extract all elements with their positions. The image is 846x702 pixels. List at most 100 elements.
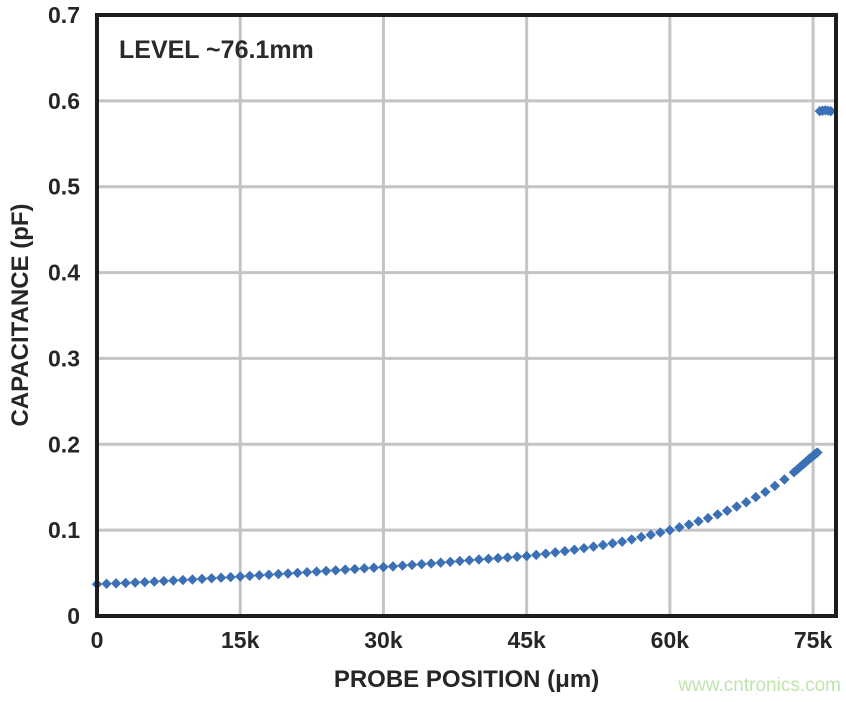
data-point-marker bbox=[254, 570, 265, 581]
y-tick-label: 0.2 bbox=[48, 431, 80, 457]
data-point-marker bbox=[655, 527, 666, 538]
data-point-marker bbox=[702, 512, 714, 524]
gridlines bbox=[97, 15, 836, 616]
data-point-marker bbox=[760, 486, 771, 498]
data-point-marker bbox=[397, 560, 408, 571]
data-point-marker bbox=[664, 524, 676, 536]
data-point-marker bbox=[607, 538, 618, 549]
data-point-marker bbox=[139, 576, 150, 588]
data-point-marker bbox=[483, 553, 494, 565]
data-point-marker bbox=[812, 447, 823, 458]
data-point-marker bbox=[149, 576, 160, 587]
data-point-marker bbox=[578, 542, 590, 554]
data-point-marker bbox=[244, 570, 255, 582]
data-point-marker bbox=[712, 509, 723, 520]
y-tick-label: 0.1 bbox=[48, 517, 80, 543]
data-point-marker bbox=[731, 501, 742, 512]
data-point-marker bbox=[177, 574, 189, 586]
data-point-marker bbox=[502, 552, 513, 563]
data-point-marker bbox=[445, 556, 456, 568]
data-point-marker bbox=[741, 497, 752, 508]
data-point-marker bbox=[235, 571, 246, 582]
data-point-marker bbox=[101, 578, 112, 590]
data-point-marker bbox=[779, 474, 790, 485]
data-point-marker bbox=[674, 522, 685, 533]
data-point-marker bbox=[340, 564, 351, 575]
data-point-marker bbox=[168, 575, 179, 586]
data-point-marker bbox=[794, 462, 805, 473]
data-point-marker bbox=[349, 563, 360, 575]
data-point-marker bbox=[588, 541, 599, 552]
x-tick-labels: 0 15k 30k 45k 60k 75k bbox=[91, 627, 833, 653]
data-point-marker bbox=[292, 567, 303, 579]
data-point-marker bbox=[225, 571, 236, 583]
series-capacitance-vs-position bbox=[91, 447, 823, 590]
data-point-marker bbox=[569, 544, 580, 555]
data-point-marker bbox=[187, 574, 198, 585]
x-tick-label: 0 bbox=[91, 627, 104, 653]
series-level-contact-cluster bbox=[814, 105, 837, 117]
x-tick-label: 45k bbox=[507, 627, 546, 653]
level-annotation: LEVEL ~76.1mm bbox=[119, 36, 314, 64]
y-axis-title: CAPACITANCE (pF) bbox=[7, 203, 34, 427]
data-point-marker bbox=[473, 554, 485, 565]
data-point-marker bbox=[120, 577, 131, 589]
y-tick-label: 0 bbox=[67, 603, 80, 629]
data-point-marker bbox=[825, 105, 837, 117]
data-point-marker bbox=[492, 552, 504, 564]
data-point-marker bbox=[550, 547, 561, 558]
data-point-marker bbox=[683, 519, 695, 530]
data-point-marker bbox=[368, 562, 380, 573]
data-point-marker bbox=[721, 505, 733, 517]
data-point-marker bbox=[406, 559, 418, 571]
data-point-marker bbox=[129, 577, 141, 588]
data-point-marker bbox=[378, 561, 389, 573]
data-point-marker bbox=[320, 565, 332, 577]
data-point-marker bbox=[616, 536, 628, 547]
y-tick-label: 0.4 bbox=[48, 260, 80, 286]
x-tick-label: 60k bbox=[651, 627, 690, 653]
x-tick-label: 15k bbox=[221, 627, 260, 653]
y-tick-label: 0.7 bbox=[48, 2, 80, 28]
data-point-marker bbox=[425, 558, 437, 569]
data-point-marker bbox=[530, 549, 542, 561]
y-tick-labels: 0 0.1 0.2 0.3 0.4 0.5 0.6 0.7 bbox=[48, 2, 80, 629]
data-point-marker bbox=[387, 561, 399, 572]
data-point-marker bbox=[158, 575, 170, 587]
data-point-marker bbox=[559, 545, 571, 557]
data-point-marker bbox=[521, 550, 532, 562]
y-tick-label: 0.3 bbox=[48, 345, 80, 371]
data-point-marker bbox=[464, 555, 475, 566]
x-tick-label: 75k bbox=[794, 627, 833, 653]
y-tick-label: 0.6 bbox=[48, 88, 80, 114]
x-tick-label: 30k bbox=[364, 627, 403, 653]
data-point-marker bbox=[540, 548, 551, 559]
data-point-marker bbox=[215, 572, 227, 583]
data-point-marker bbox=[330, 565, 341, 576]
data-point-marker bbox=[196, 573, 208, 585]
x-axis-title: PROBE POSITION (μm) bbox=[333, 666, 600, 693]
data-point-marker bbox=[282, 568, 294, 579]
data-point-marker bbox=[435, 557, 446, 568]
data-point-marker bbox=[597, 539, 609, 551]
data-point-marker bbox=[750, 491, 761, 503]
data-point-marker bbox=[359, 563, 370, 574]
data-point-marker bbox=[416, 558, 427, 570]
data-point-marker bbox=[511, 551, 523, 562]
data-point-marker bbox=[206, 573, 217, 584]
data-point-marker bbox=[645, 529, 656, 540]
data-point-marker bbox=[454, 555, 466, 567]
data-point-marker bbox=[110, 578, 122, 589]
data-point-marker bbox=[263, 569, 275, 580]
data-point-marker bbox=[301, 567, 313, 578]
y-tick-label: 0.5 bbox=[48, 174, 80, 200]
data-point-marker bbox=[626, 534, 637, 545]
data-point-marker bbox=[273, 568, 284, 580]
data-point-marker bbox=[693, 516, 704, 527]
plot-frame bbox=[95, 13, 838, 618]
watermark-text: www.cntronics.com bbox=[678, 675, 841, 696]
data-point-marker bbox=[769, 480, 781, 492]
data-point-marker bbox=[636, 531, 647, 543]
